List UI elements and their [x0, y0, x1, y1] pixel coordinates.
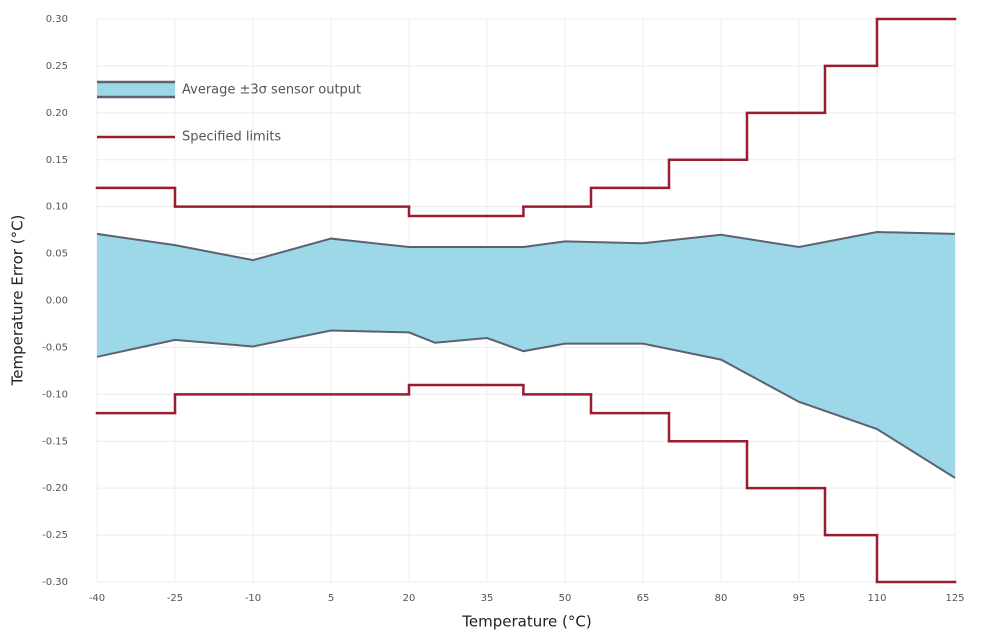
y-tick-label: 0.10 [46, 202, 68, 213]
x-axis-title: Temperature (°C) [461, 613, 591, 631]
band-upper-line [96, 230, 956, 262]
y-tick-label: -0.10 [42, 389, 68, 400]
x-tick-label: -25 [167, 593, 183, 604]
y-tick-label: 0.30 [46, 14, 68, 25]
y-tick-label: 0.05 [46, 249, 68, 260]
x-tick-label: 80 [715, 593, 728, 604]
y-tick-label: -0.25 [42, 530, 68, 541]
y-tick-label: 0.25 [46, 61, 68, 72]
band-area [97, 232, 955, 478]
legend-label: Average ±3σ sensor output [182, 83, 361, 98]
x-tick-label: 20 [403, 593, 416, 604]
plot [95, 17, 957, 584]
x-tick-label: 110 [867, 593, 886, 604]
x-tick-label: 50 [559, 593, 572, 604]
legend-swatch [97, 82, 175, 97]
legend-label: Specified limits [182, 130, 281, 145]
x-tick-label: 5 [328, 593, 334, 604]
y-tick-label: -0.30 [42, 577, 68, 588]
x-tick-label: 35 [481, 593, 494, 604]
x-tick-label: 125 [945, 593, 964, 604]
band-lower-line [96, 329, 956, 479]
y-tick-label: 0.00 [46, 296, 68, 307]
labels: Temperature (°C) Temperature Error (°C) … [9, 14, 965, 631]
y-tick-label: 0.15 [46, 155, 68, 166]
x-tick-label: -40 [89, 593, 105, 604]
y-tick-label: -0.05 [42, 342, 68, 353]
y-tick-label: -0.15 [42, 436, 68, 447]
x-tick-label: -10 [245, 593, 261, 604]
y-axis-title: Temperature Error (°C) [9, 215, 27, 387]
y-tick-label: 0.20 [46, 108, 68, 119]
x-tick-label: 95 [793, 593, 806, 604]
y-tick-label: -0.20 [42, 483, 68, 494]
x-tick-label: 65 [637, 593, 650, 604]
